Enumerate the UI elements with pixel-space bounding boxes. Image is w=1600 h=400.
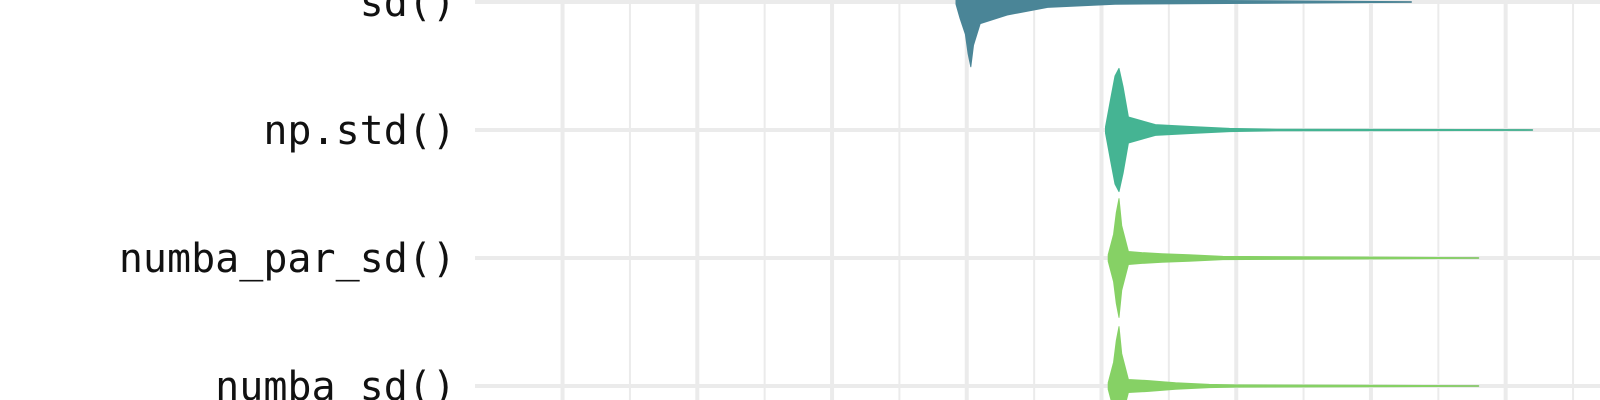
- violin-body-2: [1107, 198, 1480, 318]
- violin-0: [955, 0, 1412, 68]
- grid-lines: [475, 0, 1600, 400]
- y-tick-label-2: numba_par_sd(): [119, 236, 456, 282]
- violin-body-0: [955, 0, 1412, 68]
- violin-2: [1107, 198, 1480, 318]
- violin-body-3: [1107, 326, 1480, 400]
- violin-body-1: [1105, 67, 1534, 193]
- y-tick-labels: sd() np.std() numba_par_sd() numba_sd(): [119, 0, 456, 400]
- violins: [955, 0, 1534, 400]
- violin-3: [1107, 326, 1480, 400]
- y-tick-label-0: sd(): [360, 0, 456, 26]
- y-tick-label-3: numba_sd(): [215, 364, 456, 400]
- y-tick-label-1: np.std(): [263, 108, 456, 154]
- violin-1: [1105, 67, 1534, 193]
